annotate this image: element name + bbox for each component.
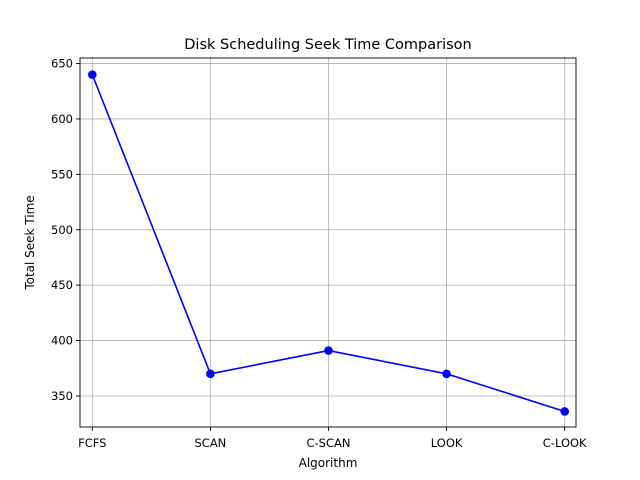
x-tick-label: FCFS (78, 436, 106, 450)
x-tick-label: LOOK (431, 436, 463, 450)
y-tick-label: 650 (51, 57, 73, 71)
y-tick-label: 350 (51, 389, 73, 403)
data-point (206, 369, 215, 379)
x-tick-label: C-LOOK (543, 436, 587, 450)
x-axis-label: Algorithm (299, 456, 358, 470)
data-point (324, 346, 333, 355)
axis-ticks: FCFS SCAN C-SCAN LOOK C-LOOK 350 400 450 500 550 6… (51, 57, 587, 450)
y-axis-label: Total Seek Time (23, 195, 37, 290)
plot-frame (79, 57, 577, 428)
y-tick-label: 400 (51, 334, 73, 348)
grid-lines (80, 58, 576, 427)
series-layer (88, 70, 569, 416)
y-tick-label: 550 (51, 167, 73, 181)
data-point (442, 369, 451, 379)
y-tick-label: 450 (51, 278, 73, 292)
x-tick-label: SCAN (194, 436, 226, 450)
y-tick-label: 500 (51, 223, 73, 237)
x-tick-label: C-SCAN (307, 436, 351, 450)
chart-title: Disk Scheduling Seek Time Comparison (184, 37, 471, 53)
y-tick-label: 600 (51, 112, 73, 126)
data-point (560, 407, 569, 416)
data-point (88, 70, 97, 79)
